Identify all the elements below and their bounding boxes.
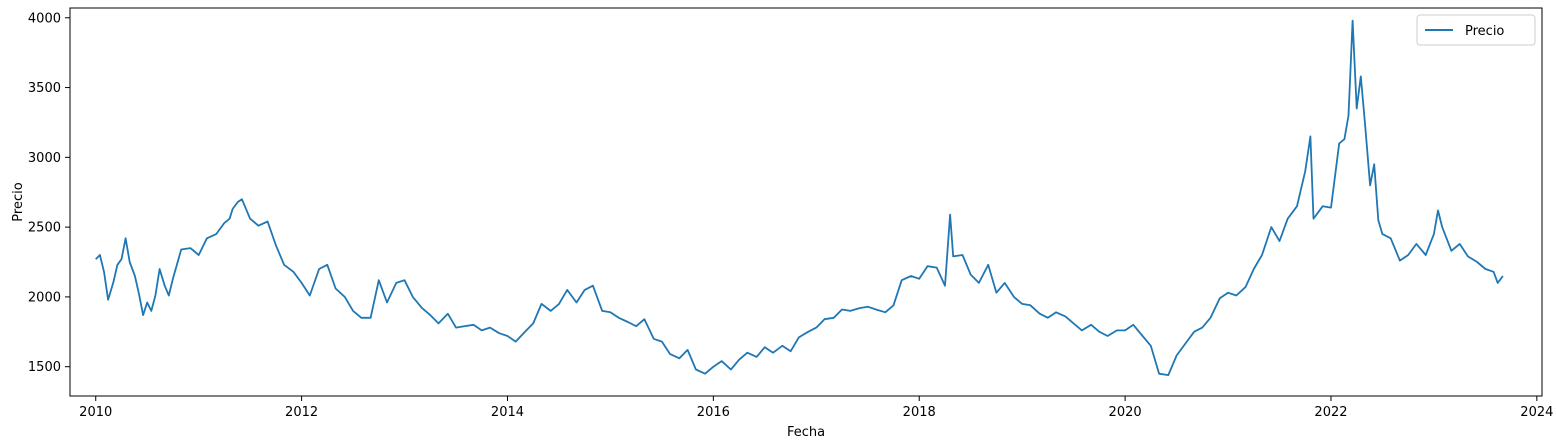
x-tick-label: 2010 (79, 405, 112, 420)
legend-box (1416, 14, 1536, 46)
y-tick-label: 2500 (28, 221, 61, 236)
x-tick-label: 2018 (903, 405, 936, 420)
x-tick-label: 2022 (1314, 405, 1347, 420)
x-axis: 2010 2012 2014 2016 2018 2020 2022 2024 (79, 396, 1553, 420)
legend-label: Precio (1465, 24, 1504, 39)
x-tick-label: 2012 (285, 405, 318, 420)
y-tick-label: 4000 (28, 11, 61, 26)
x-tick-label: 2020 (1109, 405, 1142, 420)
x-tick-label: 2014 (491, 405, 524, 420)
y-tick-label: 3500 (28, 81, 61, 96)
y-axis-label: Precio (11, 182, 26, 221)
x-tick-label: 2024 (1520, 405, 1553, 420)
x-tick-label: 2016 (697, 405, 730, 420)
series-line-precio (95, 19, 1504, 376)
y-tick-label: 1500 (28, 360, 61, 375)
x-axis-label: Fecha (787, 425, 825, 440)
legend: Precio (1416, 14, 1536, 46)
plot-frame (69, 7, 1543, 397)
y-axis: 1500 2000 2500 3000 3500 4000 (28, 11, 70, 375)
y-tick-label: 2000 (28, 290, 61, 305)
y-tick-label: 3000 (28, 151, 61, 166)
